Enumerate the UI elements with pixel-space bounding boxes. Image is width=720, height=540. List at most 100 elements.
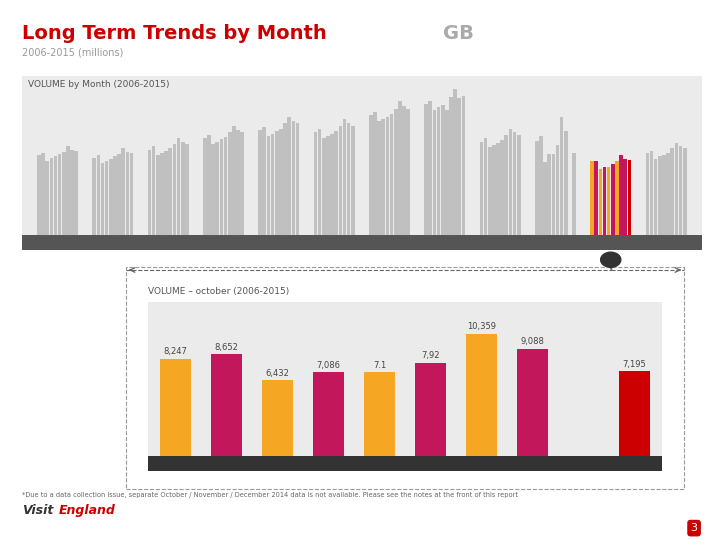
Bar bbox=[152, 146, 156, 235]
Bar bbox=[611, 164, 615, 235]
Text: 6,432: 6,432 bbox=[266, 369, 289, 378]
Bar bbox=[125, 152, 129, 235]
Bar bbox=[203, 138, 207, 235]
Bar bbox=[287, 117, 291, 235]
Bar bbox=[71, 150, 74, 235]
Bar bbox=[500, 140, 504, 235]
Bar bbox=[539, 137, 543, 235]
Bar bbox=[649, 151, 653, 235]
Bar bbox=[279, 129, 283, 235]
Bar bbox=[385, 117, 390, 235]
Bar bbox=[445, 110, 449, 235]
Bar bbox=[402, 106, 406, 235]
Bar bbox=[517, 135, 521, 235]
Bar bbox=[373, 112, 377, 235]
Bar bbox=[564, 132, 567, 235]
Bar bbox=[369, 116, 373, 235]
Text: 3: 3 bbox=[690, 523, 698, 533]
Bar bbox=[215, 141, 219, 235]
Bar bbox=[658, 157, 662, 235]
Bar bbox=[454, 89, 457, 235]
Bar bbox=[377, 121, 381, 235]
Bar bbox=[211, 144, 215, 235]
Bar bbox=[292, 121, 295, 235]
Bar bbox=[556, 145, 559, 235]
Text: 10,359: 10,359 bbox=[467, 322, 496, 332]
Bar bbox=[466, 334, 497, 456]
Bar bbox=[232, 126, 235, 235]
Bar bbox=[505, 135, 508, 235]
Bar bbox=[92, 158, 96, 235]
Bar bbox=[334, 131, 338, 235]
Bar bbox=[109, 159, 112, 235]
Bar bbox=[41, 153, 45, 235]
Bar bbox=[54, 157, 58, 235]
Bar bbox=[313, 373, 344, 456]
Bar bbox=[62, 152, 66, 235]
Bar bbox=[406, 109, 410, 235]
Text: 7,92: 7,92 bbox=[421, 351, 440, 360]
Bar bbox=[37, 156, 41, 235]
Bar bbox=[364, 372, 395, 456]
Bar bbox=[338, 126, 342, 235]
Bar bbox=[262, 380, 293, 456]
Bar bbox=[543, 161, 547, 235]
Text: 8,247: 8,247 bbox=[163, 347, 188, 356]
Text: 7,086: 7,086 bbox=[317, 361, 341, 370]
Bar bbox=[96, 156, 100, 235]
Bar bbox=[480, 141, 483, 235]
Bar bbox=[484, 138, 487, 235]
Bar bbox=[322, 138, 325, 235]
Text: VOLUME – october (2006-2015): VOLUME – october (2006-2015) bbox=[148, 287, 289, 296]
Bar bbox=[572, 153, 576, 235]
Bar bbox=[211, 354, 242, 456]
Bar bbox=[161, 359, 191, 456]
Bar bbox=[424, 104, 428, 235]
Bar bbox=[441, 105, 444, 235]
Bar bbox=[173, 144, 176, 235]
Text: 2006-2015 (millions): 2006-2015 (millions) bbox=[22, 48, 123, 58]
Bar bbox=[220, 139, 223, 235]
Bar bbox=[117, 154, 121, 235]
Text: 8,652: 8,652 bbox=[215, 342, 238, 352]
Bar bbox=[74, 151, 78, 235]
Bar bbox=[595, 161, 598, 235]
Bar bbox=[517, 349, 548, 456]
Bar bbox=[675, 143, 678, 235]
Bar bbox=[164, 151, 168, 235]
Text: GB: GB bbox=[443, 24, 474, 43]
Bar bbox=[58, 154, 61, 235]
Text: 9,088: 9,088 bbox=[521, 338, 544, 346]
Bar bbox=[462, 96, 465, 235]
Bar bbox=[351, 126, 355, 235]
Text: 7,195: 7,195 bbox=[623, 360, 647, 369]
Bar bbox=[207, 135, 211, 235]
Bar bbox=[670, 148, 674, 235]
Bar bbox=[619, 371, 649, 456]
Bar bbox=[263, 127, 266, 235]
Bar bbox=[496, 143, 500, 235]
Bar bbox=[547, 154, 551, 235]
Bar bbox=[437, 107, 441, 235]
Bar bbox=[130, 153, 133, 235]
Bar bbox=[683, 148, 687, 235]
Bar bbox=[45, 161, 49, 235]
Bar bbox=[258, 130, 262, 235]
Bar bbox=[382, 119, 385, 235]
Bar bbox=[105, 161, 109, 235]
Bar bbox=[330, 133, 334, 235]
Bar bbox=[148, 150, 151, 235]
Bar bbox=[271, 133, 274, 235]
Bar bbox=[433, 110, 436, 235]
Bar bbox=[513, 132, 516, 235]
Bar bbox=[552, 154, 555, 235]
Bar bbox=[228, 132, 232, 235]
Bar bbox=[50, 158, 53, 235]
Bar bbox=[176, 138, 181, 235]
Bar bbox=[428, 100, 432, 235]
Bar bbox=[646, 153, 649, 235]
Bar bbox=[101, 163, 104, 235]
Bar bbox=[624, 159, 627, 235]
Bar bbox=[508, 129, 513, 235]
Bar bbox=[113, 157, 117, 235]
